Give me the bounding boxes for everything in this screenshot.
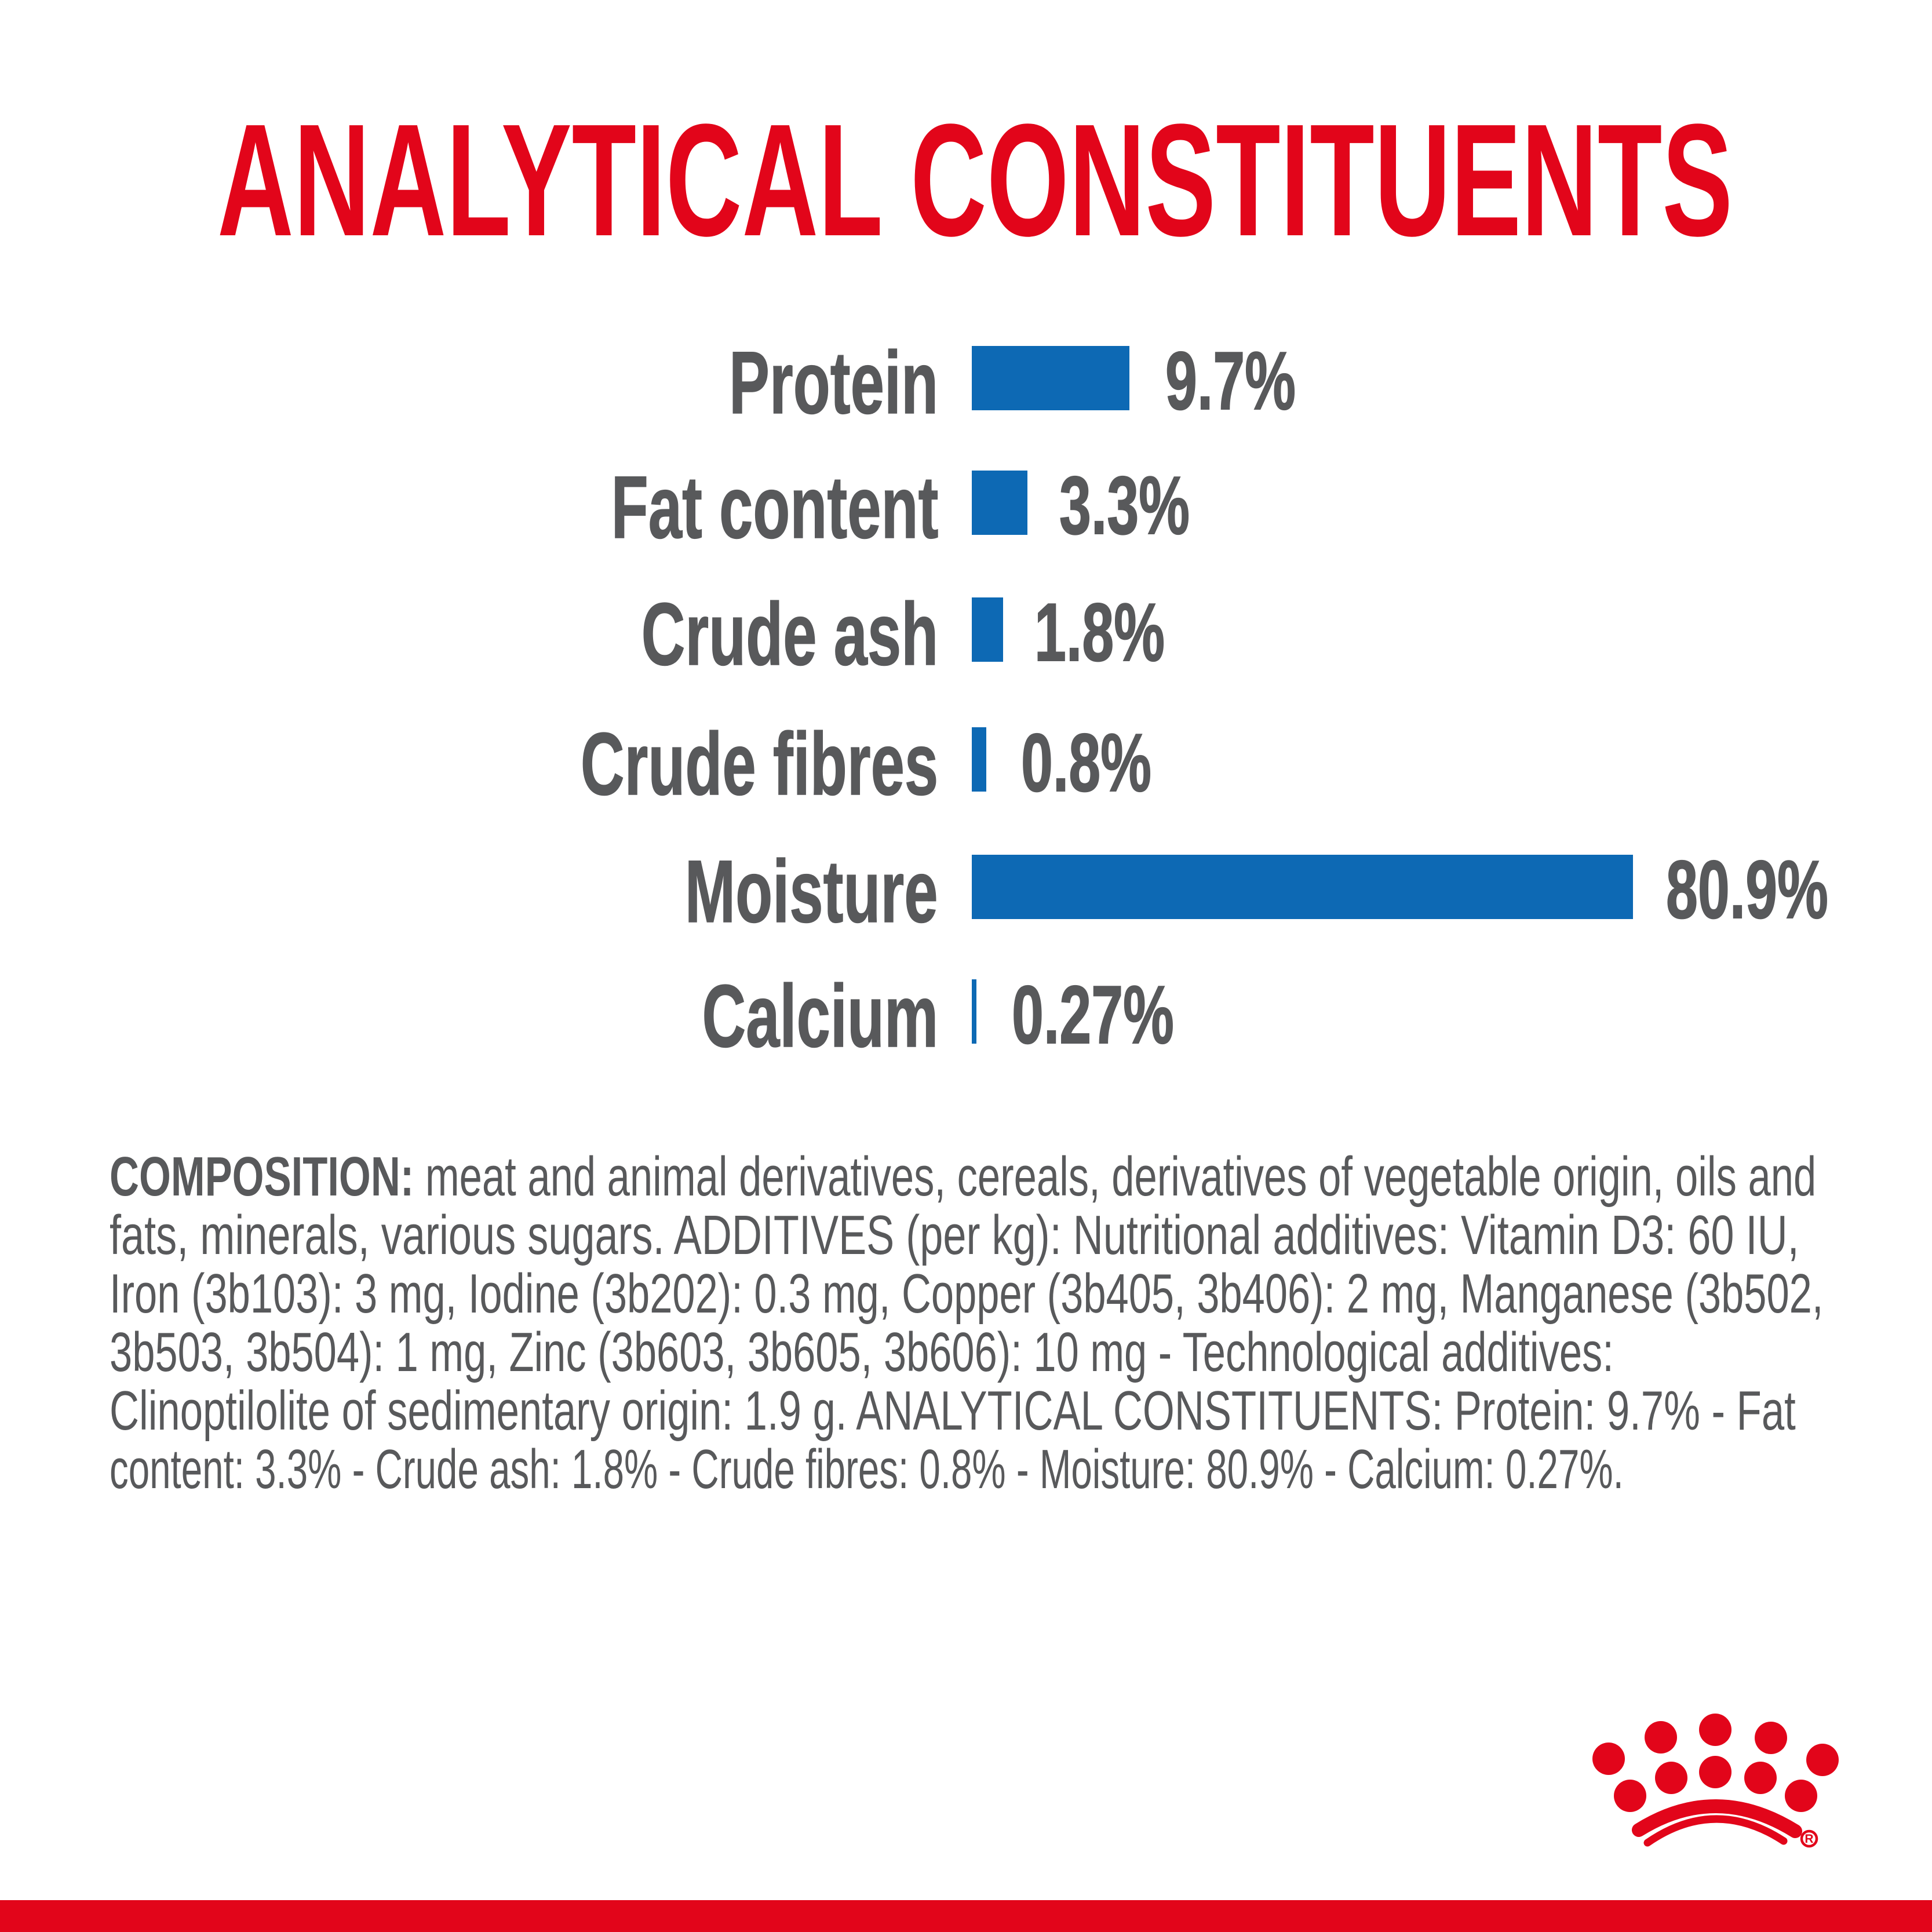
- svg-text:R: R: [1805, 1832, 1813, 1846]
